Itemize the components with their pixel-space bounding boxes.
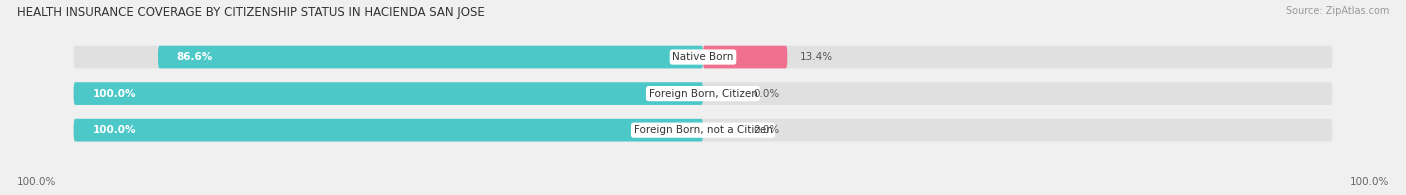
Text: Foreign Born, Citizen: Foreign Born, Citizen [648, 89, 758, 99]
Text: 0.0%: 0.0% [754, 89, 779, 99]
Text: Native Born: Native Born [672, 52, 734, 62]
Text: 100.0%: 100.0% [17, 177, 56, 187]
FancyBboxPatch shape [73, 82, 1333, 105]
FancyBboxPatch shape [703, 46, 787, 68]
FancyBboxPatch shape [73, 119, 703, 142]
Text: 13.4%: 13.4% [800, 52, 832, 62]
Text: 86.6%: 86.6% [177, 52, 214, 62]
FancyBboxPatch shape [73, 82, 703, 105]
Text: HEALTH INSURANCE COVERAGE BY CITIZENSHIP STATUS IN HACIENDA SAN JOSE: HEALTH INSURANCE COVERAGE BY CITIZENSHIP… [17, 6, 485, 19]
Text: Foreign Born, not a Citizen: Foreign Born, not a Citizen [634, 125, 772, 135]
Text: 100.0%: 100.0% [93, 89, 136, 99]
FancyBboxPatch shape [157, 46, 703, 68]
Text: 100.0%: 100.0% [93, 125, 136, 135]
FancyBboxPatch shape [73, 46, 1333, 68]
Text: 100.0%: 100.0% [1350, 177, 1389, 187]
Text: Source: ZipAtlas.com: Source: ZipAtlas.com [1285, 6, 1389, 16]
FancyBboxPatch shape [73, 119, 1333, 142]
Text: 0.0%: 0.0% [754, 125, 779, 135]
